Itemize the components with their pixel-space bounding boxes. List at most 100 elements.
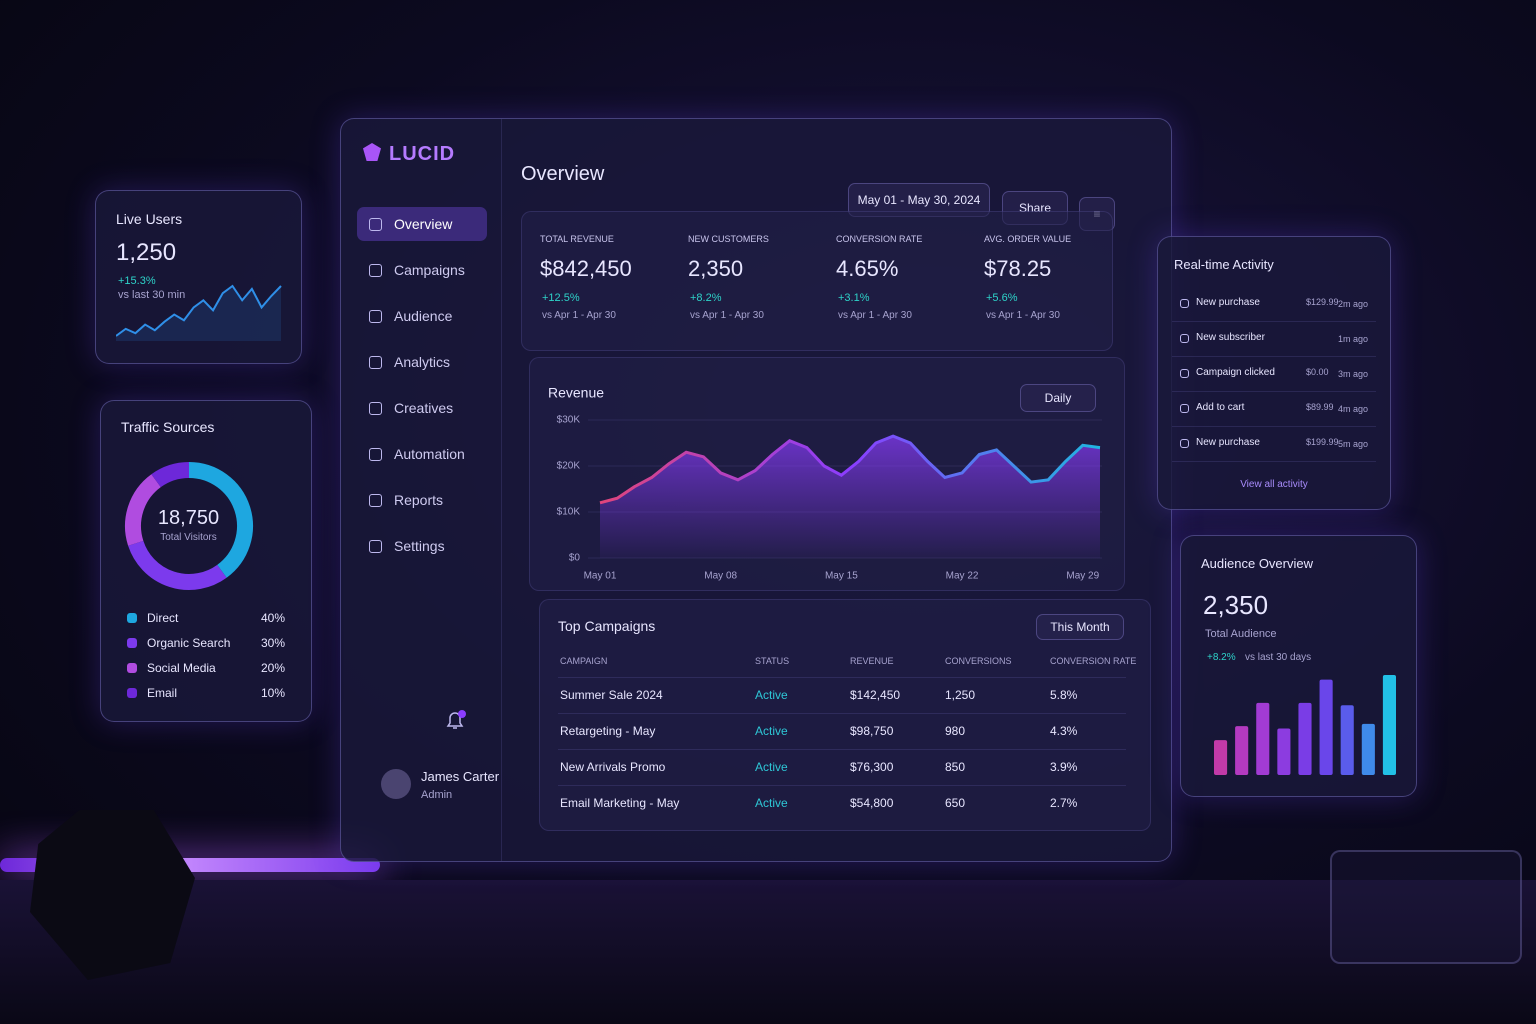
nav-label: Creatives xyxy=(394,400,454,416)
legend-value: 30% xyxy=(261,636,286,650)
activity-title: Real-time Activity xyxy=(1174,257,1274,272)
nav-icon xyxy=(369,447,382,461)
audience-period: vs last 30 days xyxy=(1245,652,1312,663)
row-divider xyxy=(558,677,1126,678)
nav-item[interactable]: Audience xyxy=(357,299,487,333)
chart-title: Revenue xyxy=(548,385,604,401)
activity-time: 5m ago xyxy=(1338,439,1369,449)
activity-icon xyxy=(1180,334,1189,343)
row-divider xyxy=(558,785,1126,786)
nav-label: Analytics xyxy=(394,354,451,370)
table-cell: 2.7% xyxy=(1050,796,1078,810)
x-tick-label: May 08 xyxy=(704,571,737,582)
legend-label: Social Media xyxy=(147,661,216,675)
table-header: CONVERSION RATE xyxy=(1050,656,1137,666)
activity-link[interactable]: View all activity xyxy=(1240,479,1308,490)
table-cell: 850 xyxy=(945,760,966,774)
y-tick-label: $20K xyxy=(557,461,581,472)
x-tick-label: May 15 xyxy=(825,571,858,582)
page-title: Overview xyxy=(521,163,605,185)
nav-icon xyxy=(369,539,382,553)
activity-amount: $89.99 xyxy=(1306,402,1334,412)
table-header: CONVERSIONS xyxy=(945,656,1012,666)
legend-swatch xyxy=(127,663,137,673)
campaigns-filter[interactable]: This Month xyxy=(1036,614,1124,640)
activity-amount: $0.00 xyxy=(1306,367,1329,377)
kpi-change: +3.1% xyxy=(838,292,870,304)
activity-label: Add to cart xyxy=(1196,402,1245,413)
nav-item[interactable]: Settings xyxy=(357,529,487,563)
activity-time: 2m ago xyxy=(1338,299,1369,309)
desk xyxy=(0,880,1536,1024)
row-divider xyxy=(1172,426,1376,427)
kpi-value: $78.25 xyxy=(984,256,1052,281)
sidebar: LUCID Overview Campaigns Audience Analytics… xyxy=(341,119,502,861)
bar xyxy=(1361,723,1375,775)
table-cell: Active xyxy=(755,688,788,702)
nav-item[interactable]: Reports xyxy=(357,483,487,517)
nav-label: Overview xyxy=(394,216,453,232)
donut-segment xyxy=(151,462,190,488)
legend-value: 10% xyxy=(261,686,286,700)
kpi-period: vs Apr 1 - Apr 30 xyxy=(838,310,912,321)
kpi-card: TOTAL REVENUE $842,450 +12.5% vs Apr 1 - Ap… xyxy=(521,211,1113,351)
table-cell: 5.8% xyxy=(1050,688,1078,702)
audience-label: Total Audience xyxy=(1205,628,1277,640)
traffic-card: Traffic Sources 18,750 Total Visitors Di… xyxy=(100,400,312,722)
table-header: CAMPAIGN xyxy=(560,656,608,666)
traffic-title: Traffic Sources xyxy=(121,419,215,435)
y-tick-label: $30K xyxy=(557,415,581,426)
revenue-chart: Revenue $0 $10K $20K $30K May 01 May 08 May 15 M… xyxy=(548,385,1102,582)
nav-item[interactable]: Automation xyxy=(357,437,487,471)
row-divider xyxy=(1172,356,1376,357)
revenue-filter[interactable]: Daily xyxy=(1020,384,1096,412)
bar xyxy=(1319,679,1333,775)
table-cell: Active xyxy=(755,724,788,738)
table-cell: Retargeting - May xyxy=(560,724,656,738)
bell-icon[interactable] xyxy=(443,709,467,733)
legend-value: 40% xyxy=(261,611,286,625)
live-users-change: +15.3% xyxy=(118,275,156,287)
row-divider xyxy=(1172,321,1376,322)
campaigns-card: Top Campaigns This Month CAMPAIGN STATUS R… xyxy=(539,599,1151,831)
live-area xyxy=(116,286,281,341)
bar xyxy=(1340,705,1354,775)
live-users-card: Live Users 1,250 +15.3% vs last 30 min xyxy=(95,190,302,364)
table-cell: New Arrivals Promo xyxy=(560,760,666,774)
table-cell: $142,450 xyxy=(850,688,901,702)
x-tick-label: May 29 xyxy=(1066,571,1099,582)
table-cell: 1,250 xyxy=(945,688,976,702)
revenue-area xyxy=(600,436,1100,558)
legend-label: Direct xyxy=(147,611,179,625)
legend-label: Organic Search xyxy=(147,636,231,650)
kpi-period: vs Apr 1 - Apr 30 xyxy=(986,310,1060,321)
donut-segment xyxy=(128,540,227,590)
audience-title: Audience Overview xyxy=(1201,556,1313,571)
table-header: REVENUE xyxy=(850,656,894,666)
nav-item[interactable]: Campaigns xyxy=(357,253,487,287)
audience-change: +8.2% xyxy=(1207,652,1236,663)
activity-time: 1m ago xyxy=(1338,334,1369,344)
traffic-total-label: Total Visitors xyxy=(160,532,217,543)
table-cell: $76,300 xyxy=(850,760,894,774)
nav-item[interactable]: Creatives xyxy=(357,391,487,425)
audience-value: 2,350 xyxy=(1203,590,1269,620)
bar xyxy=(1214,740,1228,775)
kpi-label: NEW CUSTOMERS xyxy=(688,234,769,244)
logo-mark xyxy=(363,143,381,161)
bar xyxy=(1382,675,1396,775)
donut-segment xyxy=(188,462,253,578)
table-cell: Summer Sale 2024 xyxy=(560,688,663,702)
nav-item[interactable]: Analytics xyxy=(357,345,487,379)
activity-amount: $199.99 xyxy=(1306,437,1339,447)
nav-item[interactable]: Overview xyxy=(357,207,487,241)
user-name: James Carter xyxy=(421,769,500,784)
row-divider xyxy=(1172,461,1376,462)
table-cell: $98,750 xyxy=(850,724,894,738)
legend-swatch xyxy=(127,638,137,648)
activity-icon xyxy=(1180,369,1189,378)
kpi-value: 4.65% xyxy=(836,256,899,281)
table-cell: 3.9% xyxy=(1050,760,1078,774)
nav-label: Reports xyxy=(394,492,444,508)
